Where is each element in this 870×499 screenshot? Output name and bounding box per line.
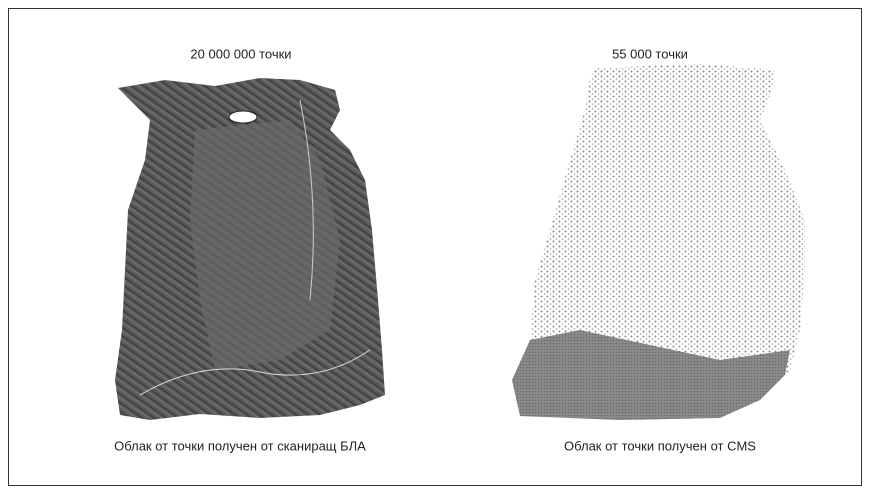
panel-caption: Облак от точки получен от сканиращ БЛА xyxy=(114,438,366,453)
panel-caption: Облак от точки получен от CMS xyxy=(564,438,756,453)
figure: 20 000 000 точки Облак от точки получен … xyxy=(0,0,870,494)
panel-title: 20 000 000 точки xyxy=(190,46,291,61)
panel-title: 55 000 точки xyxy=(612,46,688,61)
uav-point-cloud xyxy=(115,78,385,420)
cms-point-cloud xyxy=(512,64,805,420)
